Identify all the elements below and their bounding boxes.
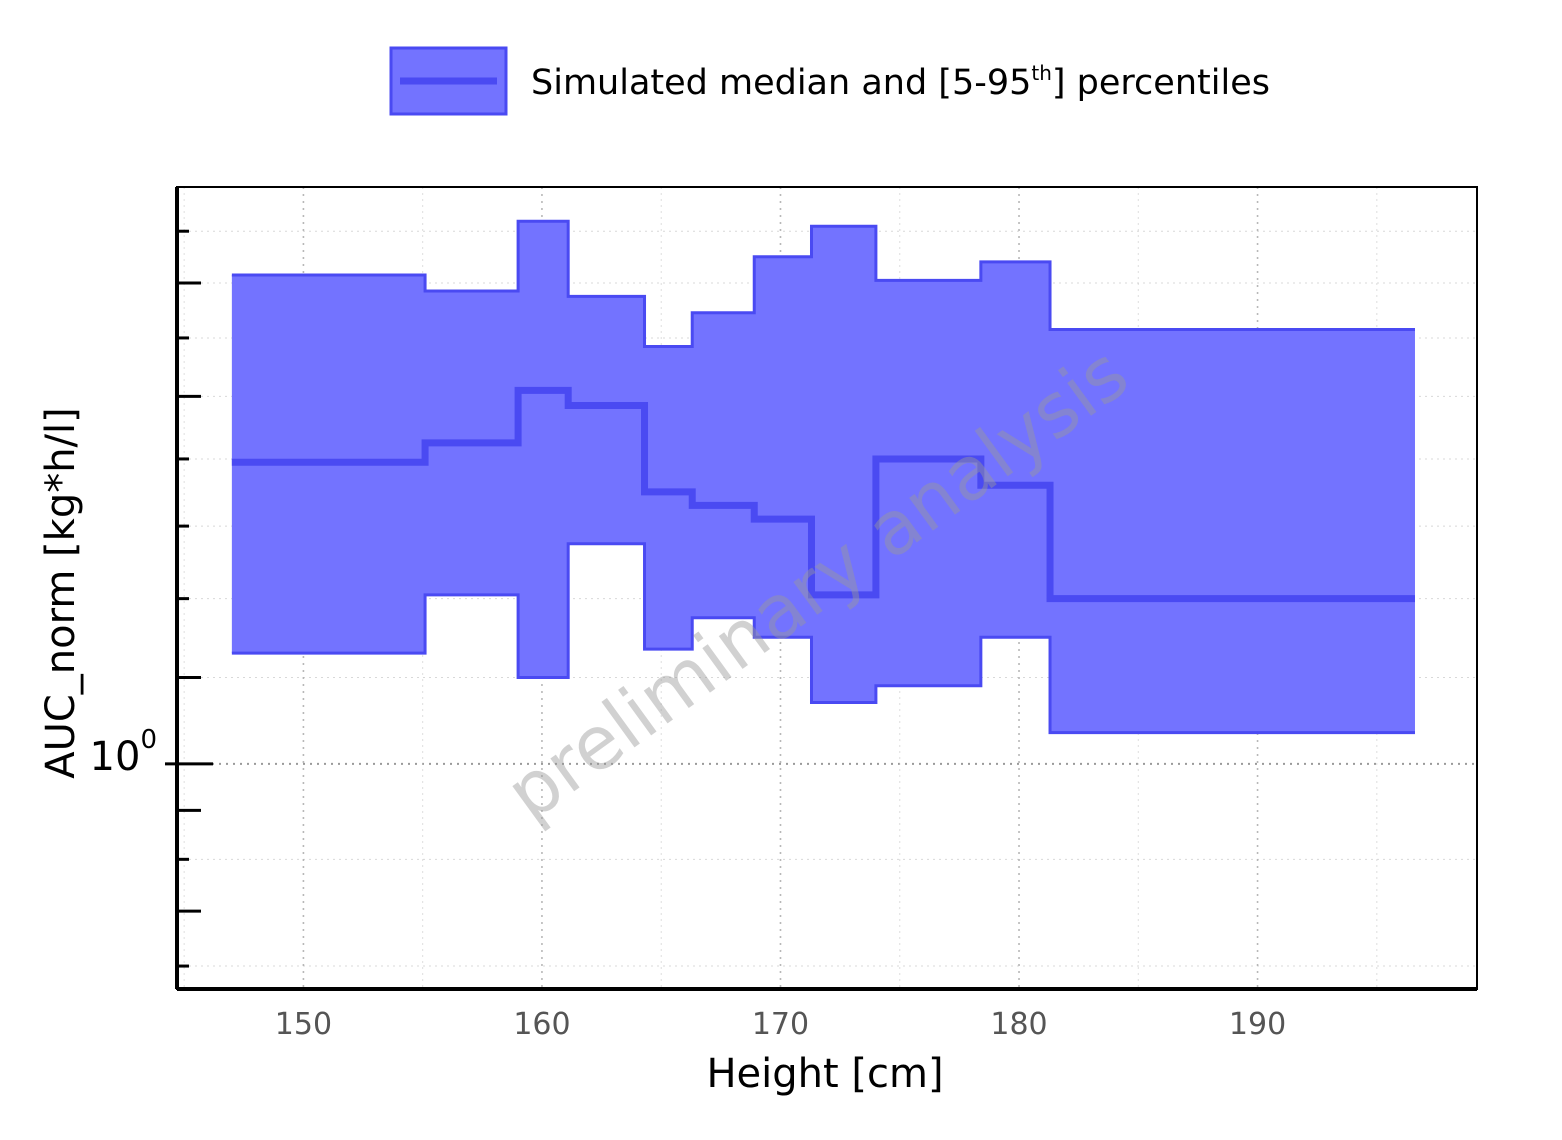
x-tick-label: 180 [990,1007,1047,1042]
x-tick-label: 160 [513,1007,570,1042]
plot-area: preliminary analysis 150 160 170 180 190 [165,186,1478,1042]
legend-label: Simulated median and [5-95th] percentile… [531,61,1270,103]
band-area [231,221,1415,733]
x-tick-label: 150 [275,1007,332,1042]
p5-edge [231,542,1415,735]
p95-edge [231,219,1415,348]
x-tick-label: 190 [1229,1007,1286,1042]
median-path [231,386,1415,603]
x-axis-label: Height [cm] [706,1051,943,1097]
legend: Simulated median and [5-95th] percentile… [389,46,1270,116]
x-tick-label: 170 [752,1007,809,1042]
y-tick-label: 100 [90,725,157,780]
percentile-band [231,219,1415,735]
y-axis-ticks [165,229,213,968]
y-axis-label: AUC_norm [kg*h/l] [38,407,84,779]
median-line [231,386,1415,603]
x-axis-ticks: 150 160 170 180 190 [275,1007,1286,1042]
